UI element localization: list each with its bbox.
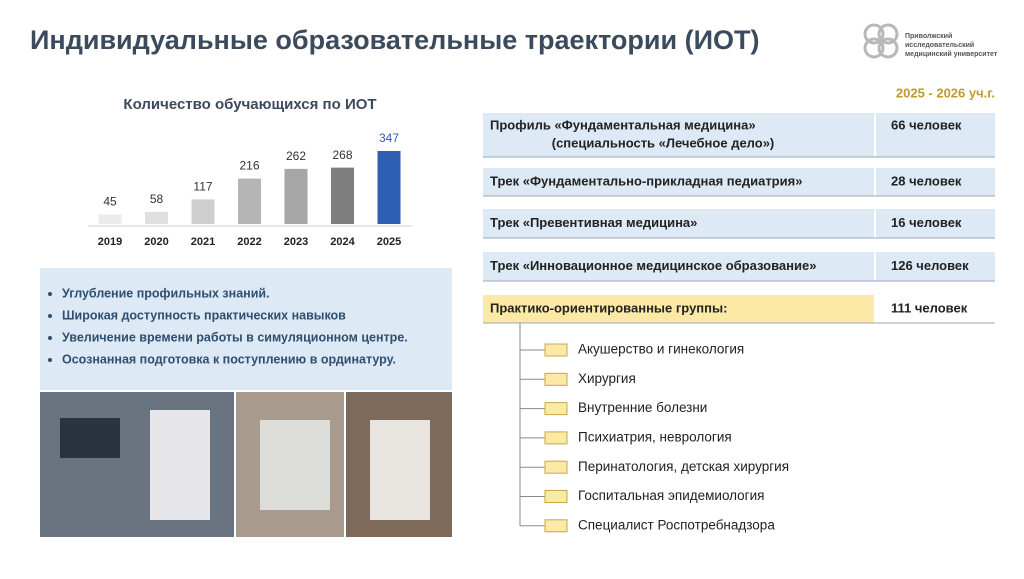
group-name: Специалист Роспотребнадзора [578,517,775,532]
group-marker [544,519,568,533]
row-value: 16 человек [891,215,962,230]
bar [331,167,354,224]
bar [191,199,215,224]
row-label: (специальность «Лечебное дело») [552,135,775,150]
bar [238,178,261,224]
photos [40,392,452,537]
group-marker [544,343,568,357]
bullet-dot [48,358,52,362]
chart-title: Количество обучающихся по ИОТ [123,96,376,113]
group-name: Хирургия [578,371,636,386]
x-tick-label: 2025 [377,236,401,248]
row-label-cell [483,209,874,238]
x-tick-label: 2024 [330,236,355,248]
bullet-text: Углубление профильных знаний. [62,286,270,300]
row-value: 28 человек [891,173,962,188]
x-tick-label: 2023 [284,236,308,248]
group-marker [544,372,568,386]
group-name: Перинатология, детская хирургия [578,459,789,474]
group-marker [544,402,568,416]
group-name: Акушерство и гинекология [578,342,744,357]
bullet-dot [48,336,52,340]
x-tick-label: 2021 [191,236,215,248]
data-label: 58 [150,192,164,206]
row-label-cell [483,295,874,323]
x-tick-label: 2022 [237,236,261,248]
row-label: Трек «Фундаментально-прикладная педиатри… [490,173,802,188]
row-value-cell [876,113,995,157]
data-label: 347 [379,131,399,145]
bullet-panel [40,268,452,390]
logo-text: Приволжский [905,32,952,40]
group-name: Внутренние болезни [578,400,707,415]
row-label: Трек «Превентивная медицина» [490,215,697,230]
row-value-cell [876,168,995,196]
row-value: 126 человек [891,258,969,273]
row-label: Практико-ориентированные группы: [490,300,727,315]
data-label: 117 [193,180,212,194]
bullet-text: Осознанная подготовка к поступлению в ор… [62,352,396,366]
x-tick-label: 2020 [144,236,168,248]
group-marker [544,460,568,474]
row-label: Профиль «Фундаментальная медицина» [490,117,756,132]
bullet-text: Широкая доступность практических навыков [62,308,346,322]
group-marker [544,431,568,445]
slide-title: Индивидуальные образовательные траектори… [30,25,760,55]
bar [98,214,122,224]
group-name: Психиатрия, неврология [578,429,732,444]
bullet-dot [48,292,52,296]
row-value-cell [876,252,995,281]
bar [284,168,308,224]
logo-icon [863,23,899,59]
group-name: Госпитальная эпидемиология [578,488,764,503]
row-label: Трек «Инновационное медицинское образова… [490,258,816,273]
data-label: 45 [103,195,117,209]
row-label-cell [483,113,874,157]
row-label-cell [483,168,874,196]
bullet-text: Увеличение времени работы в симуляционно… [62,330,408,344]
row-value-cell [876,209,995,238]
bullet-dot [48,314,52,318]
x-tick-label: 2019 [98,236,122,248]
period: 2025 - 2026 уч.г. [896,85,995,100]
bar [145,211,168,224]
data-label: 268 [332,148,352,162]
row-label-cell [483,252,874,281]
row-value-cell [876,295,995,323]
bar [377,151,401,224]
logo-text: медицинский университет [905,50,998,58]
data-label: 262 [286,149,306,163]
data-label: 216 [239,159,259,173]
row-value: 111 человек [891,300,968,315]
row-value: 66 человек [891,117,962,132]
group-marker [544,490,568,503]
logo-text: исследовательский [905,41,974,49]
